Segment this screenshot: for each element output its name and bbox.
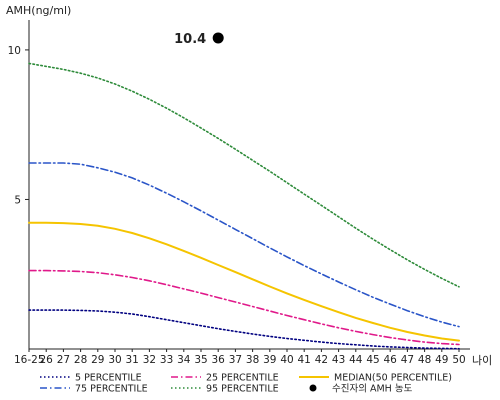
legend-label: 95 PERCENTILE — [206, 384, 279, 395]
x-tick-label: 26 — [40, 354, 54, 366]
x-tick-label: 30 — [108, 354, 121, 366]
x-tick-label: 49 — [435, 354, 448, 366]
y-tick-label: 5 — [14, 194, 21, 206]
series-line — [28, 269, 460, 346]
series-line — [28, 62, 460, 288]
x-tick-label: 42 — [315, 354, 328, 366]
y-tick-label: 10 — [8, 45, 21, 57]
x-tick-label: 31 — [126, 354, 139, 366]
x-tick-label: 33 — [160, 354, 173, 366]
legend-label: 5 PERCENTILE — [75, 373, 142, 384]
highlight-points: 10.4 — [174, 32, 224, 47]
x-tick-label: 43 — [332, 354, 345, 366]
series-line — [28, 162, 460, 328]
x-tick-label: 38 — [246, 354, 259, 366]
patient-amh-point — [212, 32, 224, 44]
legend-label: MEDIAN(50 PERCENTILE) — [334, 373, 452, 384]
series-line — [28, 221, 460, 342]
x-tick-label: 35 — [194, 354, 207, 366]
x-tick-label: 34 — [177, 354, 191, 366]
x-tick-label: 37 — [229, 354, 242, 366]
x-axis-label: 나이 — [472, 354, 492, 367]
y-axis-label: AMH(ng/ml) — [6, 4, 71, 17]
y-ticks: 5 10 — [8, 45, 29, 206]
x-tick-label: 32 — [143, 354, 156, 366]
series-lines — [28, 62, 460, 350]
x-tick-label: 45 — [366, 354, 379, 366]
x-tick-label: 36 — [212, 354, 226, 366]
legend-point-swatch — [309, 384, 317, 392]
x-tick-label: 46 — [384, 354, 398, 366]
x-tick-label: 16-25 — [14, 354, 45, 366]
x-tick-label: 27 — [57, 354, 70, 366]
legend-label: 75 PERCENTILE — [75, 384, 148, 395]
legend-label: 수진자의 AMH 농도 — [332, 384, 413, 395]
legend-label: 25 PERCENTILE — [206, 373, 279, 384]
x-tick-label: 44 — [349, 354, 363, 366]
x-tick-label: 47 — [401, 354, 414, 366]
x-tick-label: 41 — [298, 354, 311, 366]
x-tick-label: 50 — [452, 354, 465, 366]
x-tick-label: 29 — [91, 354, 104, 366]
x-tick-label: 40 — [280, 354, 293, 366]
legend: 5 PERCENTILE 25 PERCENTILE MEDIAN(50 PERCE… — [40, 373, 452, 395]
x-tick-label: 48 — [418, 354, 431, 366]
patient-amh-value-label: 10.4 — [174, 32, 206, 47]
series-line — [28, 309, 460, 350]
x-tick-label: 28 — [74, 354, 87, 366]
x-tick-label: 39 — [263, 354, 276, 366]
